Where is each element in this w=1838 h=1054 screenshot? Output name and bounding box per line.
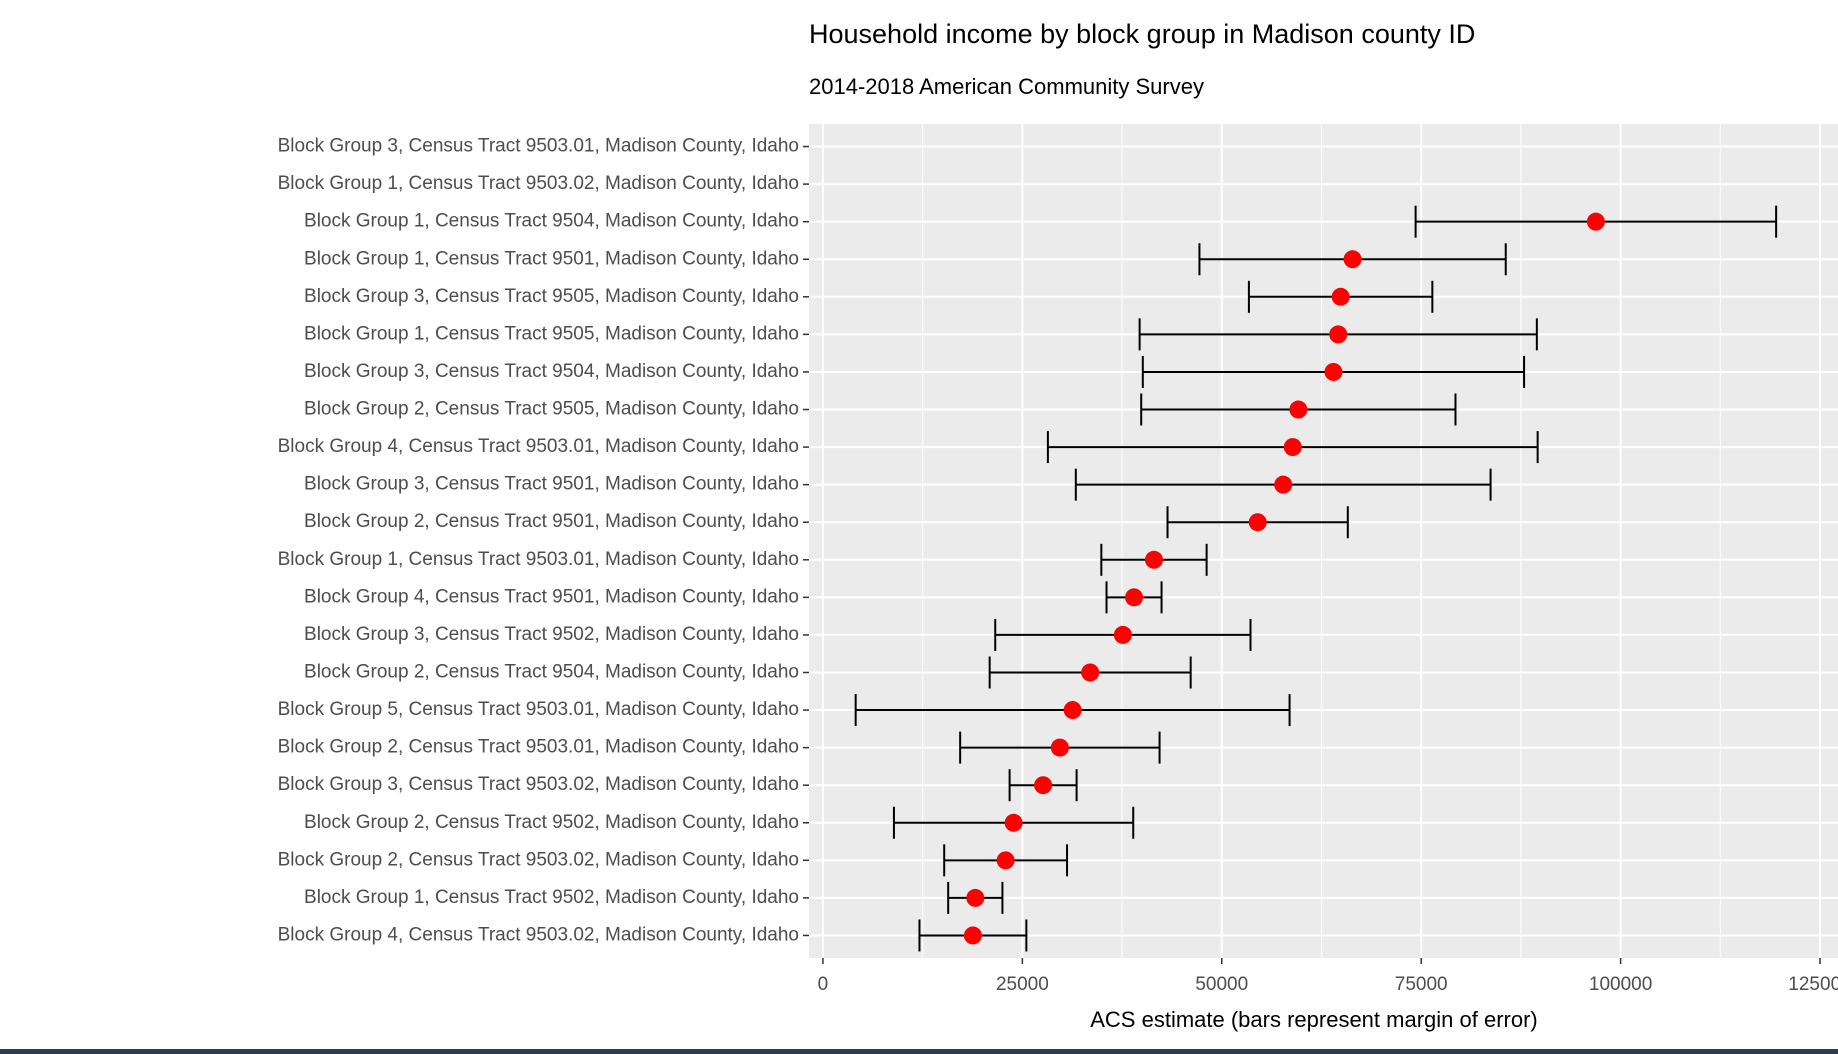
point [1113, 625, 1132, 644]
point [1331, 287, 1350, 306]
point [1329, 325, 1348, 344]
bottom-bar [0, 1049, 1838, 1054]
y-tick-label: Block Group 3, Census Tract 9501, Madiso… [304, 474, 799, 495]
y-tick-label: Block Group 3, Census Tract 9504, Madiso… [304, 361, 799, 382]
y-tick-label: Block Group 4, Census Tract 9503.01, Mad… [278, 436, 799, 457]
point [1289, 400, 1308, 419]
chart-subtitle: 2014-2018 American Community Survey [809, 74, 1204, 99]
y-tick-label: Block Group 1, Census Tract 9504, Madiso… [304, 211, 799, 232]
y-tick-label: Block Group 2, Census Tract 9502, Madiso… [304, 812, 799, 833]
point [1144, 550, 1163, 569]
y-tick-label: Block Group 1, Census Tract 9503.01, Mad… [278, 549, 799, 570]
point [1274, 475, 1293, 494]
y-tick-label: Block Group 3, Census Tract 9505, Madiso… [304, 286, 799, 307]
y-tick-label: Block Group 5, Census Tract 9503.01, Mad… [278, 699, 799, 720]
y-tick-label: Block Group 2, Census Tract 9503.01, Mad… [278, 737, 799, 758]
point [966, 888, 985, 907]
x-axis-label: ACS estimate (bars represent margin of e… [1090, 1007, 1538, 1032]
point [963, 926, 982, 945]
y-tick-label: Block Group 2, Census Tract 9505, Madiso… [304, 399, 799, 420]
x-tick-label: 75000 [1395, 974, 1448, 995]
panel [809, 124, 1838, 958]
x-tick-label: 50000 [1195, 974, 1248, 995]
point [1248, 513, 1267, 532]
point [1125, 588, 1144, 607]
chart-title: Household income by block group in Madis… [809, 19, 1475, 49]
x-tick-label: 0 [818, 974, 829, 995]
point [1324, 362, 1343, 381]
x-tick-label: 100000 [1589, 974, 1652, 995]
y-tick-label: Block Group 1, Census Tract 9505, Madiso… [304, 323, 799, 344]
y-tick-label: Block Group 1, Census Tract 9503.02, Mad… [278, 173, 799, 194]
y-tick-label: Block Group 4, Census Tract 9503.02, Mad… [278, 924, 799, 945]
point [996, 851, 1015, 870]
point [1081, 663, 1100, 682]
x-tick-label: 125000 [1788, 974, 1838, 995]
y-tick-label: Block Group 2, Census Tract 9504, Madiso… [304, 662, 799, 683]
y-tick-label: Block Group 4, Census Tract 9501, Madiso… [304, 586, 799, 607]
y-tick-label: Block Group 3, Census Tract 9503.01, Mad… [278, 136, 799, 157]
x-tick-label: 25000 [996, 974, 1049, 995]
y-tick-label: Block Group 1, Census Tract 9501, Madiso… [304, 248, 799, 269]
point [1004, 813, 1023, 832]
y-tick-label: Block Group 2, Census Tract 9501, Madiso… [304, 511, 799, 532]
y-tick-label: Block Group 3, Census Tract 9502, Madiso… [304, 624, 799, 645]
point [1034, 776, 1053, 795]
point [1343, 250, 1362, 269]
point [1586, 212, 1605, 231]
y-tick-label: Block Group 1, Census Tract 9502, Madiso… [304, 887, 799, 908]
point [1050, 738, 1069, 757]
point [1063, 701, 1082, 720]
y-tick-label: Block Group 3, Census Tract 9503.02, Mad… [278, 774, 799, 795]
y-tick-label: Block Group 2, Census Tract 9503.02, Mad… [278, 849, 799, 870]
point [1283, 438, 1302, 457]
